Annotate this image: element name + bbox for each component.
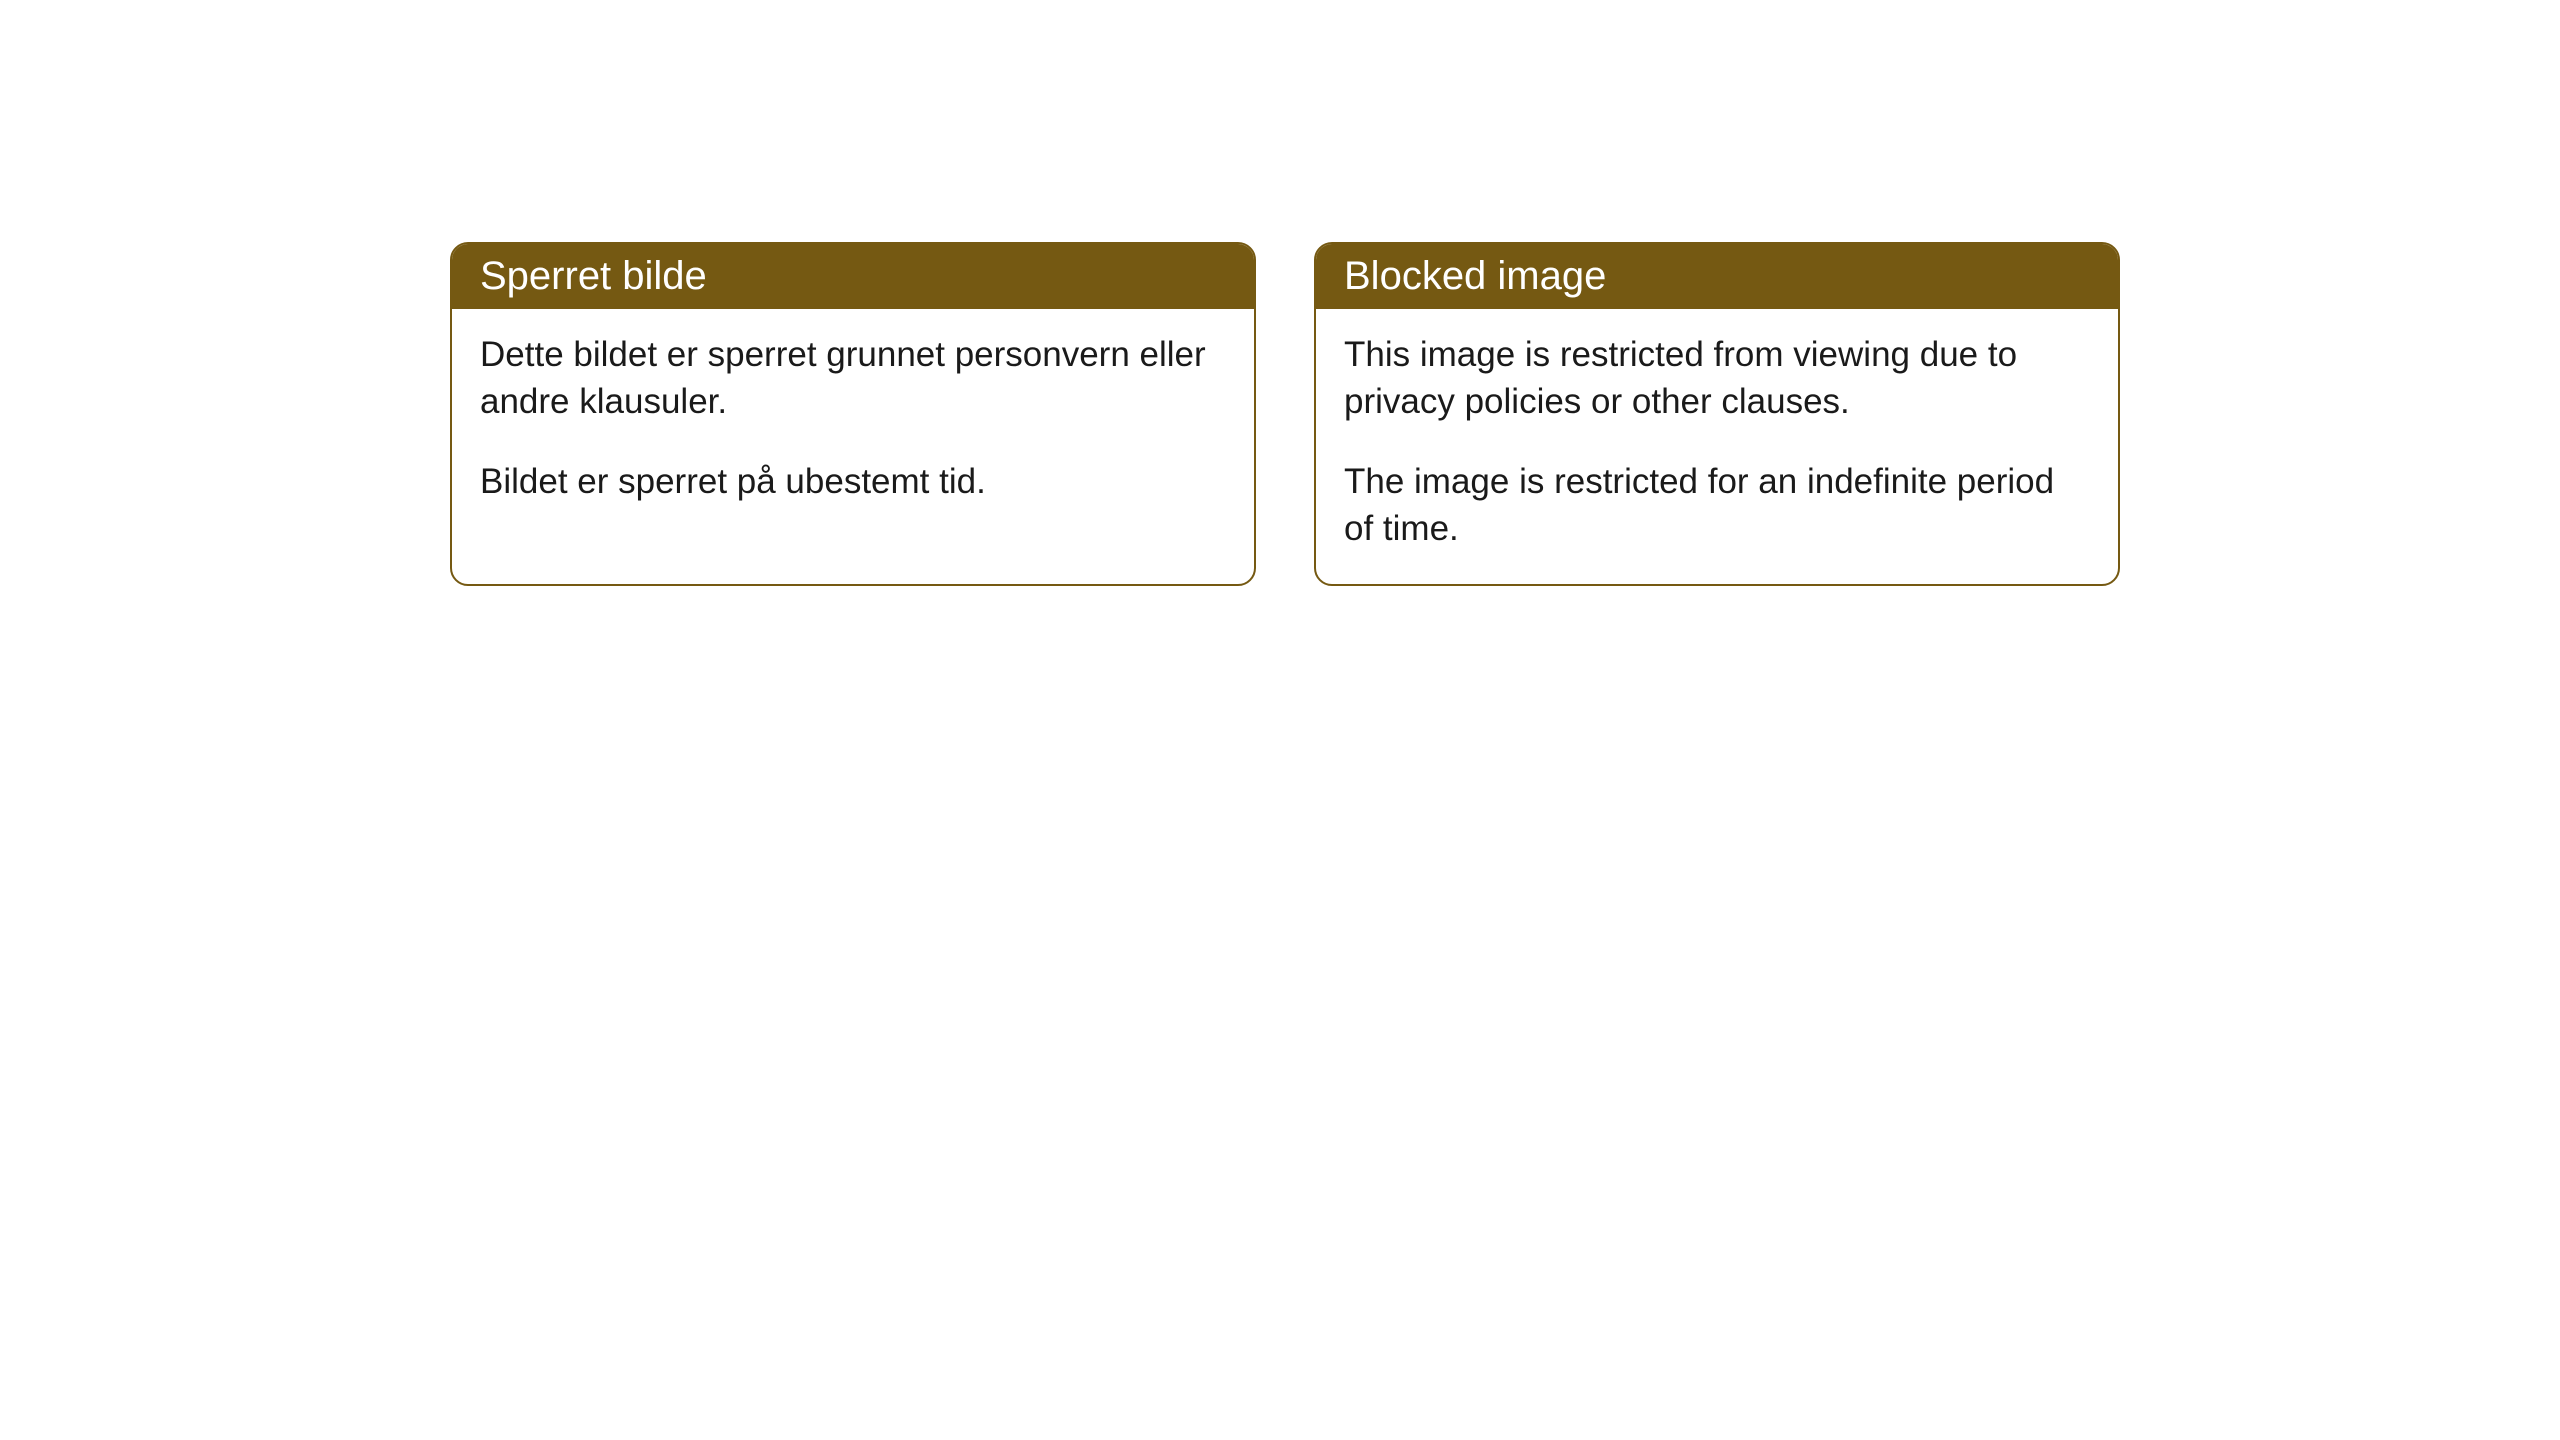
card-body: This image is restricted from viewing du… [1316,309,2118,584]
card-title: Blocked image [1344,254,1606,298]
cards-container: Sperret bilde Dette bildet er sperret gr… [450,242,2120,586]
card-title: Sperret bilde [480,254,707,298]
blocked-image-card-english: Blocked image This image is restricted f… [1314,242,2120,586]
card-header: Blocked image [1316,244,2118,309]
card-paragraph: This image is restricted from viewing du… [1344,331,2090,426]
card-paragraph: Bildet er sperret på ubestemt tid. [480,458,1226,505]
card-header: Sperret bilde [452,244,1254,309]
card-paragraph: Dette bildet er sperret grunnet personve… [480,331,1226,426]
card-body: Dette bildet er sperret grunnet personve… [452,309,1254,537]
blocked-image-card-norwegian: Sperret bilde Dette bildet er sperret gr… [450,242,1256,586]
card-paragraph: The image is restricted for an indefinit… [1344,458,2090,553]
